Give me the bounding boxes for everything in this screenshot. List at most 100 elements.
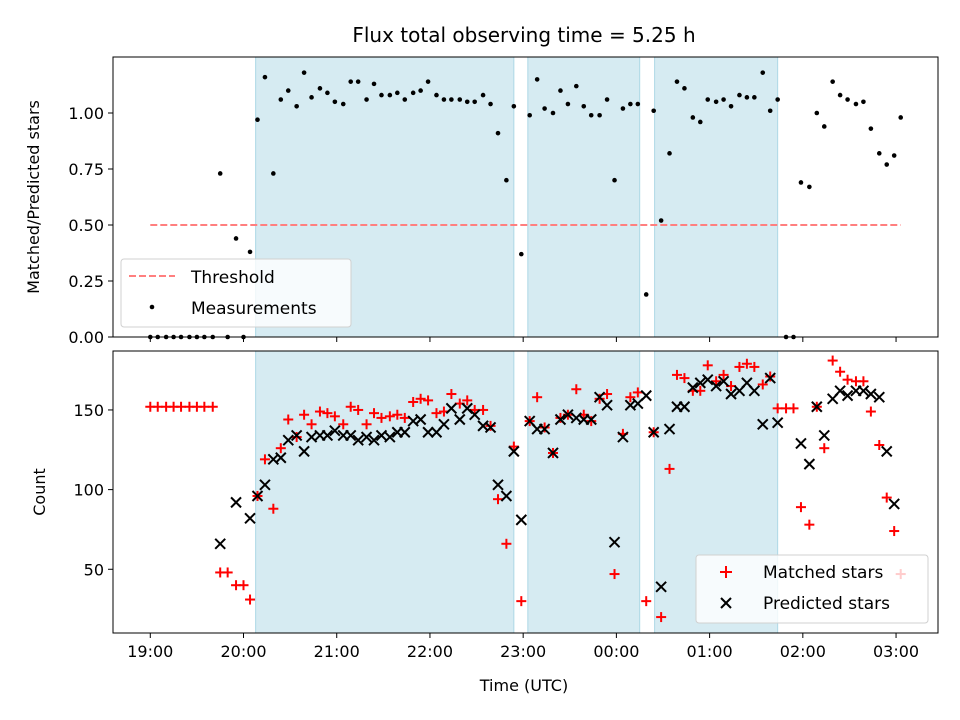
predicted-star-point bbox=[757, 418, 769, 430]
predicted-star-point bbox=[454, 413, 466, 426]
predicted-star-point bbox=[694, 377, 706, 389]
predicted-star-point bbox=[725, 388, 737, 400]
predicted-star-point bbox=[500, 490, 513, 502]
measurement-point bbox=[558, 88, 563, 93]
measurement-point bbox=[340, 101, 346, 107]
bottom-xtick-label: 02:00 bbox=[780, 642, 826, 661]
bottom-xtick-label: 01:00 bbox=[687, 642, 733, 661]
matched-star-point bbox=[772, 403, 783, 414]
predicted-star-point bbox=[617, 431, 629, 443]
measurement-point bbox=[574, 83, 579, 89]
measurement-point bbox=[690, 115, 696, 120]
bottom-ylabel: Count bbox=[30, 468, 49, 516]
top-axes-frame bbox=[112, 56, 939, 338]
matched-star-point bbox=[207, 401, 218, 412]
predicted-star-point bbox=[710, 380, 722, 392]
matched-star-point bbox=[765, 371, 776, 382]
measurement-point bbox=[379, 92, 384, 98]
bottom-xtick-label: 19:00 bbox=[127, 642, 173, 661]
top-ylabel: Matched/Predicted stars bbox=[24, 100, 43, 294]
predicted-star-point bbox=[717, 375, 730, 387]
predicted-star-point bbox=[484, 421, 497, 434]
matched-star-point bbox=[329, 411, 340, 422]
predicted-star-point bbox=[678, 401, 691, 413]
bottom-ytick-label: 150 bbox=[73, 401, 104, 420]
bottom-xlabel: Time (UTC) bbox=[479, 676, 568, 695]
measurement-point bbox=[464, 99, 470, 105]
matched-star-point bbox=[408, 396, 419, 407]
predicted-star-point bbox=[881, 445, 893, 458]
measurement-point bbox=[845, 97, 850, 102]
matched-star-point bbox=[361, 419, 372, 430]
measurement-point bbox=[643, 292, 649, 297]
predicted-star-point bbox=[585, 413, 597, 426]
matched-star-point bbox=[804, 519, 815, 530]
predicted-star-point bbox=[873, 391, 885, 403]
measurement-point bbox=[472, 99, 477, 105]
measurement-point bbox=[876, 151, 882, 156]
matched-star-point bbox=[881, 492, 892, 503]
measurement-point bbox=[317, 86, 323, 91]
matched-star-point bbox=[671, 369, 682, 380]
predicted-star-point bbox=[640, 389, 652, 402]
matched-star-point bbox=[741, 358, 752, 369]
top-legend-box bbox=[120, 258, 352, 328]
matched-star-point bbox=[259, 454, 270, 465]
bottom-legend-box bbox=[695, 554, 929, 624]
bottom-xtick-label: 22:00 bbox=[407, 642, 453, 661]
matched-star-point bbox=[734, 361, 745, 372]
matched-star-point bbox=[338, 419, 349, 430]
measurement-point bbox=[325, 90, 330, 96]
measurement-point bbox=[667, 151, 672, 156]
measurement-point bbox=[387, 92, 393, 98]
measurement-point bbox=[853, 101, 859, 107]
matched-star-point bbox=[222, 567, 233, 578]
top-marks bbox=[147, 70, 904, 340]
measurement-point bbox=[884, 162, 890, 167]
matched-star-point bbox=[516, 596, 527, 607]
legend-measurements-label: Measurements bbox=[191, 299, 317, 319]
measurement-point bbox=[898, 115, 904, 120]
predicted-star-point bbox=[422, 426, 434, 438]
predicted-star-point bbox=[818, 429, 830, 442]
predicted-star-point bbox=[438, 418, 450, 430]
predicted-star-point bbox=[282, 434, 294, 446]
measurement-point bbox=[651, 108, 656, 114]
bottom-marks bbox=[145, 355, 906, 623]
measurement-point bbox=[767, 108, 773, 114]
legend-predicted-label: Predicted stars bbox=[763, 594, 890, 614]
legend-measurements-swatch bbox=[149, 304, 155, 310]
matched-star-point bbox=[446, 389, 457, 400]
matched-star-point bbox=[532, 392, 543, 403]
measurement-point bbox=[285, 88, 291, 93]
predicted-star-point bbox=[865, 388, 877, 400]
matched-star-point bbox=[625, 392, 636, 403]
measurement-point bbox=[713, 99, 719, 105]
bottom-axes: 50 100 150 19:00 20:00 21:00 22:00 23:00 00:00 01… bbox=[30, 350, 939, 695]
predicted-star-point bbox=[687, 381, 699, 394]
measurement-point bbox=[721, 97, 726, 102]
matched-star-point bbox=[508, 441, 519, 452]
measurement-point bbox=[495, 130, 501, 136]
matched-star-point bbox=[609, 569, 620, 580]
measurement-point bbox=[807, 184, 812, 190]
matched-star-point bbox=[501, 538, 512, 549]
measurement-point bbox=[480, 92, 486, 98]
measurement-point bbox=[581, 103, 587, 109]
top-shaded-region bbox=[527, 56, 641, 338]
matched-star-point bbox=[539, 422, 550, 433]
matched-star-point bbox=[376, 412, 387, 423]
top-ytick-label: 0.25 bbox=[68, 272, 104, 291]
predicted-star-point bbox=[290, 429, 303, 442]
matched-star-point bbox=[835, 366, 846, 377]
predicted-star-point bbox=[230, 496, 242, 509]
measurement-point bbox=[441, 97, 447, 102]
predicted-star-point bbox=[857, 385, 870, 397]
matched-star-point bbox=[858, 376, 869, 387]
predicted-star-point bbox=[445, 402, 458, 415]
top-legend: Threshold Measurements bbox=[120, 258, 352, 328]
chart-title: Flux total observing time = 5.25 h bbox=[352, 23, 695, 47]
predicted-star-point bbox=[492, 479, 504, 491]
measurement-point bbox=[682, 86, 687, 91]
predicted-star-point bbox=[298, 445, 310, 458]
